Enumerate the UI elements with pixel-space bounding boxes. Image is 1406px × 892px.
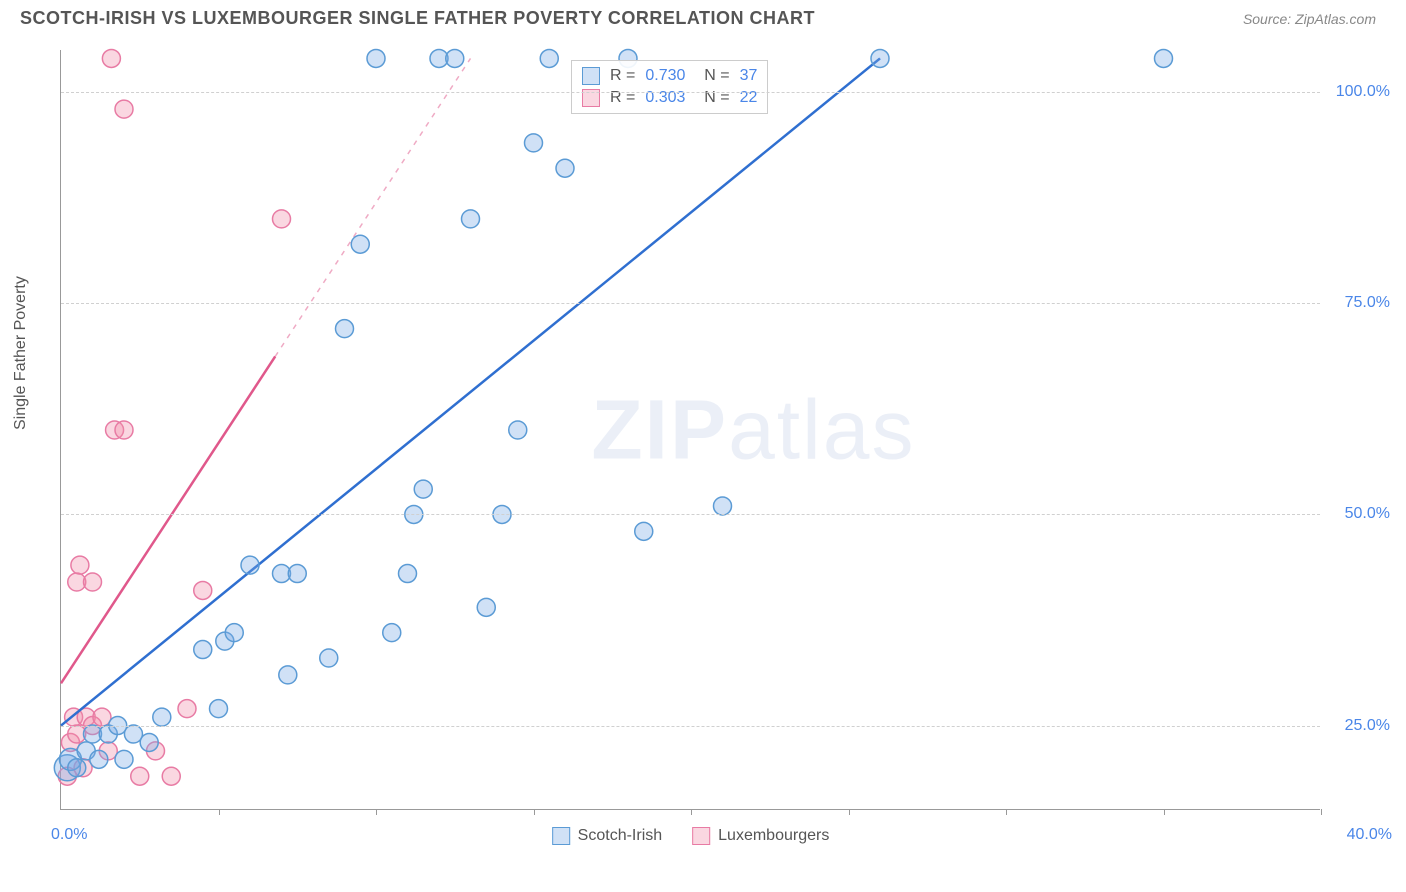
legend-swatch-2 xyxy=(692,827,710,845)
x-tick xyxy=(219,809,220,815)
y-tick-label: 100.0% xyxy=(1330,83,1390,101)
x-tick xyxy=(534,809,535,815)
source-label: Source: ZipAtlas.com xyxy=(1243,11,1376,27)
gridline xyxy=(61,303,1320,304)
scatter-plot-svg xyxy=(61,50,1320,809)
stats-swatch-1 xyxy=(582,67,600,85)
chart-plot-area: ZIPatlas R =0.730 N =37 R =0.303 N =22 0… xyxy=(60,50,1320,810)
stats-row-series2: R =0.303 N =22 xyxy=(582,87,757,109)
y-tick-label: 25.0% xyxy=(1330,717,1390,735)
x-axis-min-label: 0.0% xyxy=(51,826,87,844)
gridline xyxy=(61,514,1320,515)
legend-label-2: Luxembourgers xyxy=(718,827,829,845)
x-tick xyxy=(1164,809,1165,815)
legend-swatch-1 xyxy=(552,827,570,845)
legend-label-1: Scotch-Irish xyxy=(578,827,662,845)
y-axis-label: Single Father Poverty xyxy=(12,276,30,430)
stats-row-series1: R =0.730 N =37 xyxy=(582,65,757,87)
gridline xyxy=(61,92,1320,93)
x-tick xyxy=(1321,809,1322,815)
y-tick-label: 50.0% xyxy=(1330,505,1390,523)
x-tick xyxy=(849,809,850,815)
legend-item-1: Scotch-Irish xyxy=(552,827,662,845)
x-tick xyxy=(376,809,377,815)
x-tick xyxy=(1006,809,1007,815)
series-legend: Scotch-Irish Luxembourgers xyxy=(552,827,830,845)
legend-item-2: Luxembourgers xyxy=(692,827,829,845)
correlation-stats-box: R =0.730 N =37 R =0.303 N =22 xyxy=(571,60,768,114)
chart-title: SCOTCH-IRISH VS LUXEMBOURGER SINGLE FATH… xyxy=(20,8,815,29)
x-tick xyxy=(691,809,692,815)
gridline xyxy=(61,726,1320,727)
x-axis-max-label: 40.0% xyxy=(1347,826,1392,844)
y-tick-label: 75.0% xyxy=(1330,294,1390,312)
